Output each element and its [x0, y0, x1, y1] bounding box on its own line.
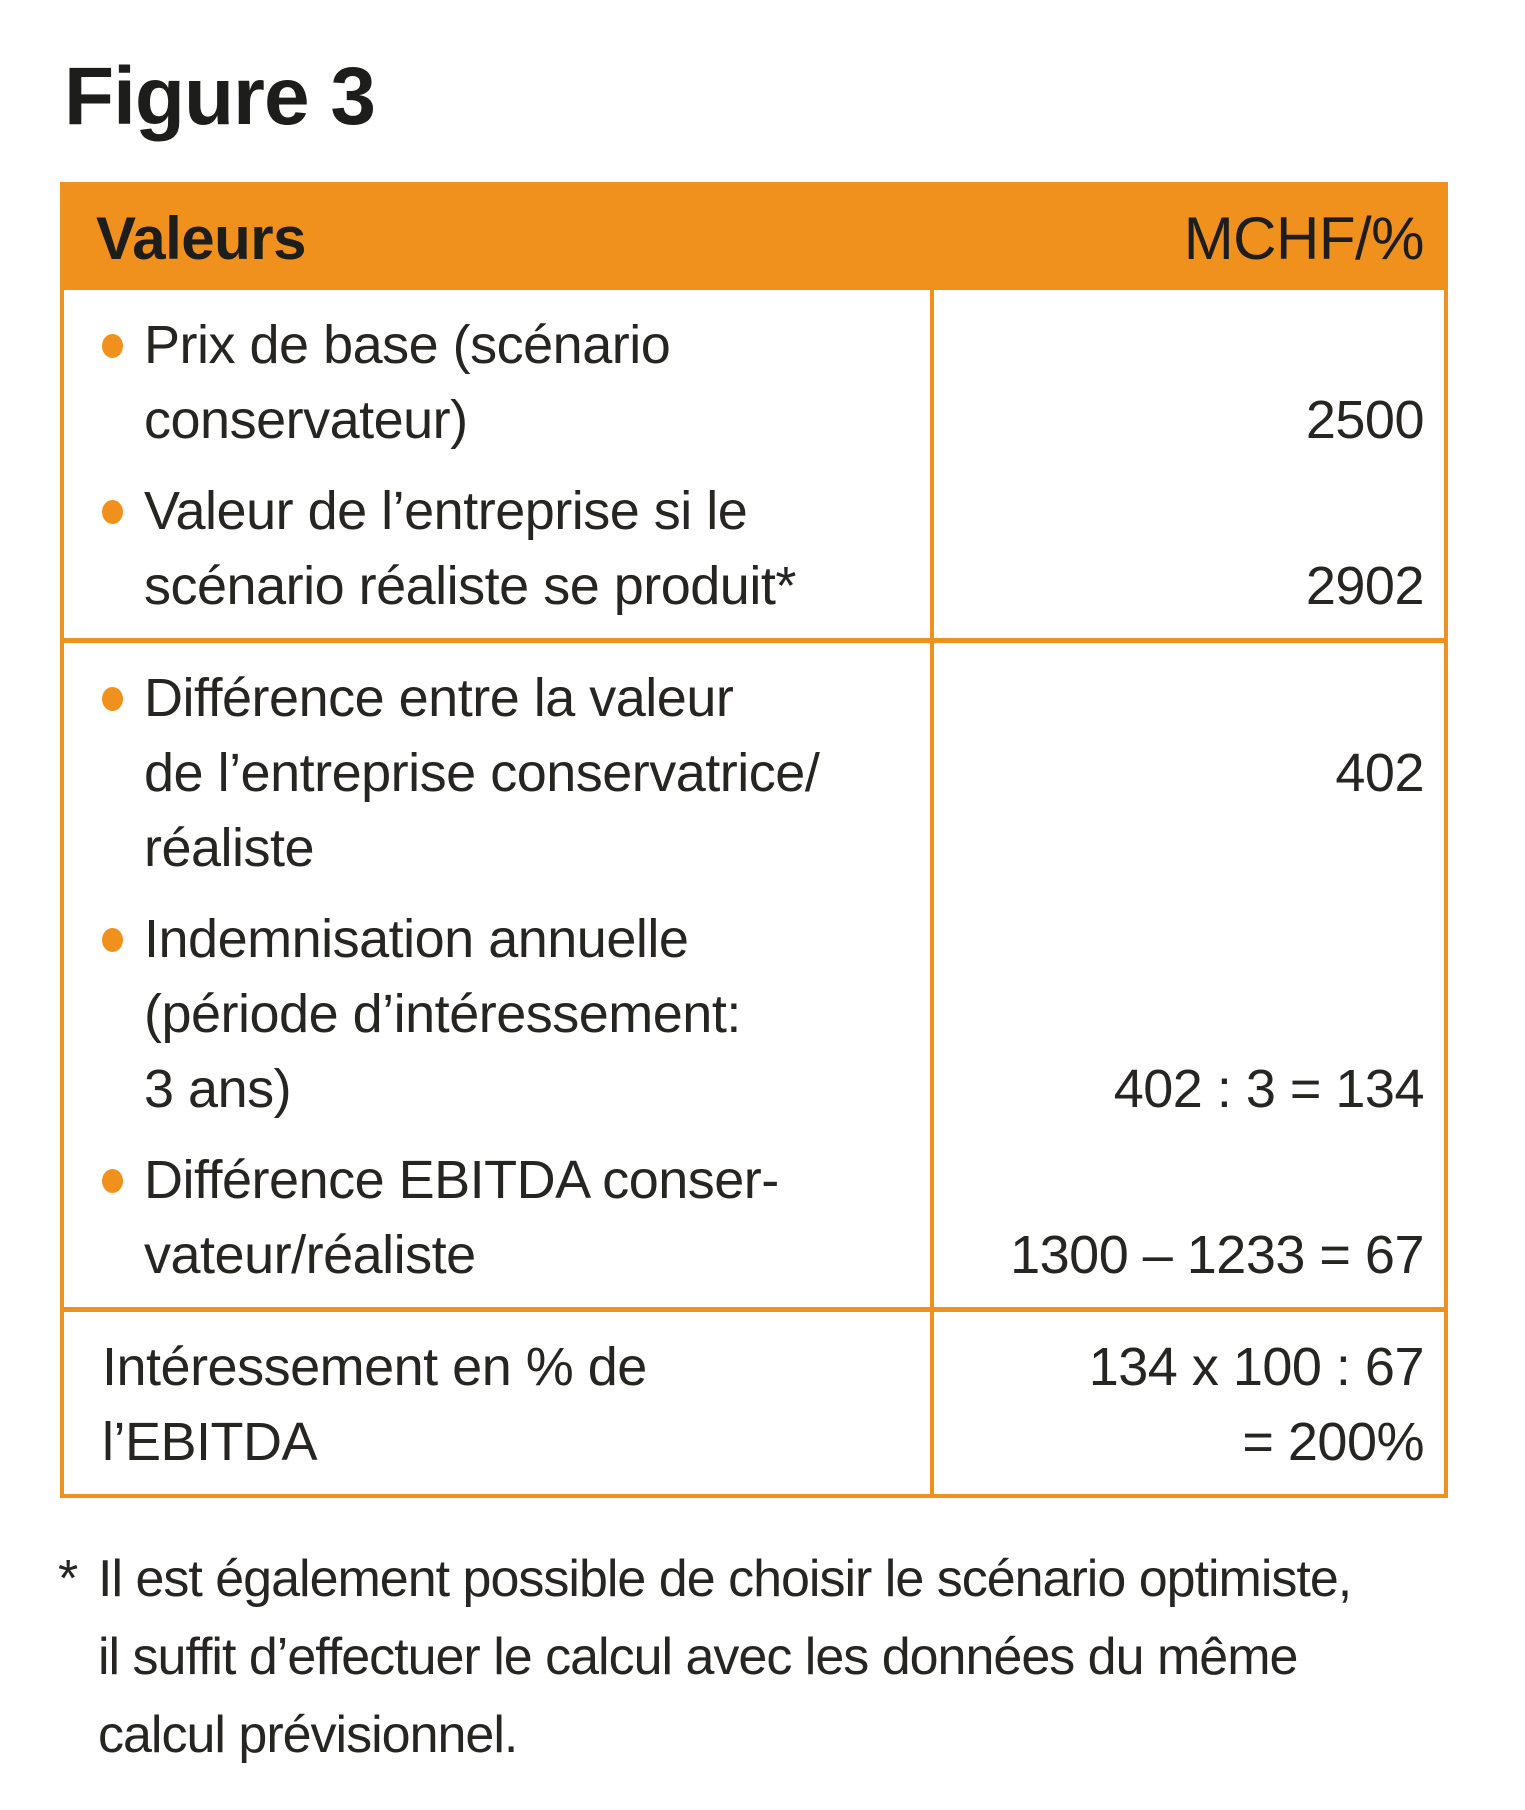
row-label: Valeur de l’entreprise si le scénario ré… [144, 481, 796, 617]
row-value-cell: 2902 [934, 474, 1444, 624]
row-value-cell: 2500 [934, 308, 1444, 458]
row-value: 2500 [1305, 390, 1425, 451]
table-row: Différence EBITDA conser- vateur/réalist… [64, 1143, 1444, 1293]
bullet-icon [102, 687, 123, 712]
bullet-icon [102, 334, 123, 359]
row-label: Intéressement en % de l’EBITDA [102, 1337, 647, 1473]
footnote: * Il est également possible de choisir l… [58, 1540, 1458, 1774]
row-label: Prix de base (scénario conservateur) [144, 315, 671, 451]
table-section-3: Intéressement en % de l’EBITDA 134 x 100… [64, 1307, 1444, 1494]
row-label-cell: Indemnisation annuelle (période d’intére… [64, 902, 934, 1127]
row-label-cell: Valeur de l’entreprise si le scénario ré… [64, 474, 934, 624]
row-label: Différence EBITDA conser- vateur/réalist… [144, 1150, 779, 1286]
footnote-asterisk: * [58, 1550, 78, 1609]
footnote-text: Il est également possible de choisir le … [98, 1550, 1352, 1765]
table-row: Différence entre la valeur de l’entrepri… [64, 661, 1444, 886]
table-section-2: Différence entre la valeur de l’entrepri… [64, 638, 1444, 1307]
table-row: Indemnisation annuelle (période d’intére… [64, 902, 1444, 1127]
table-row: Prix de base (scénario conservateur) 250… [64, 308, 1444, 458]
row-label-cell: Intéressement en % de l’EBITDA [64, 1330, 934, 1480]
row-label-cell: Différence entre la valeur de l’entrepri… [64, 661, 934, 886]
row-value-cell: 402 [934, 661, 1444, 886]
document-page: Figure 3 Valeurs MCHF/% Prix de base (sc… [0, 51, 1525, 1810]
row-value: 402 [1335, 743, 1424, 804]
table-row: Valeur de l’entreprise si le scénario ré… [64, 474, 1444, 624]
bullet-icon [102, 500, 123, 525]
row-value-cell: 402 : 3 = 134 [934, 902, 1444, 1127]
table-header-valeurs: Valeurs [96, 204, 307, 272]
row-value-cell: 1300 – 1233 = 67 [934, 1143, 1444, 1293]
column-divider [930, 290, 934, 1495]
row-value: 402 : 3 = 134 [1113, 1059, 1425, 1120]
row-value: 134 x 100 : 67 = 200% [1088, 1337, 1425, 1473]
bullet-icon [102, 1169, 123, 1194]
row-value: 1300 – 1233 = 67 [1010, 1225, 1424, 1286]
values-table: Valeurs MCHF/% Prix de base (scénario co… [60, 182, 1448, 1499]
row-label: Indemnisation annuelle (période d’intére… [144, 909, 741, 1120]
row-label-cell: Différence EBITDA conser- vateur/réalist… [64, 1143, 934, 1293]
row-label: Différence entre la valeur de l’entrepri… [144, 668, 820, 879]
table-header-mchf: MCHF/% [1183, 204, 1425, 272]
table-row: Intéressement en % de l’EBITDA 134 x 100… [64, 1330, 1444, 1480]
row-value: 2902 [1305, 556, 1425, 617]
table-section-1: Prix de base (scénario conservateur) 250… [64, 290, 1444, 638]
row-label-cell: Prix de base (scénario conservateur) [64, 308, 934, 458]
row-value-cell: 134 x 100 : 67 = 200% [934, 1330, 1444, 1480]
table-header-row: Valeurs MCHF/% [64, 186, 1444, 291]
figure-title: Figure 3 [64, 51, 376, 142]
bullet-icon [102, 928, 123, 953]
